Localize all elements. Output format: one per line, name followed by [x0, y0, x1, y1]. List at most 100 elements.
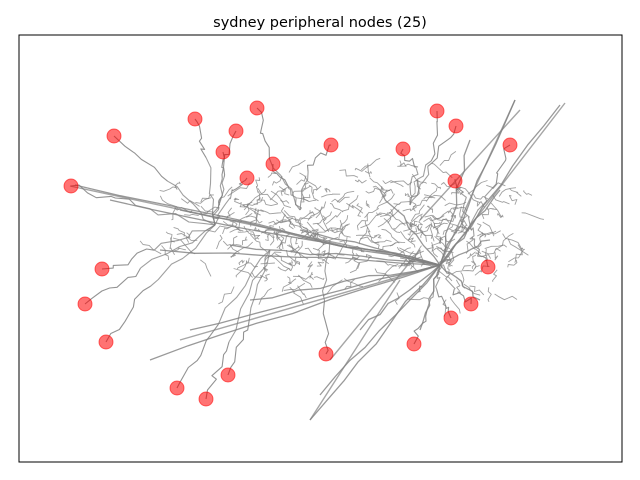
branch-road: [228, 249, 271, 343]
road-segment: [264, 273, 270, 282]
road-segment: [289, 260, 294, 272]
road-segment: [307, 261, 314, 273]
road-segment: [345, 256, 359, 264]
road-segment: [237, 229, 251, 233]
road-segment: [297, 285, 307, 299]
road-segment: [411, 179, 419, 198]
branch-road: [248, 249, 271, 320]
road-segment: [463, 283, 481, 296]
road-segment: [477, 223, 487, 238]
road-segment: [360, 157, 381, 171]
road-segment: [321, 254, 345, 262]
arterial-road: [229, 244, 441, 266]
network-edges: [69, 99, 566, 421]
peripheral-node-1: [63, 178, 79, 194]
peripheral-node-5: [228, 123, 244, 139]
road-segment: [400, 230, 416, 248]
road-segment: [482, 221, 495, 237]
road-segment: [466, 251, 476, 259]
road-segment: [174, 181, 181, 190]
road-segment: [292, 275, 314, 280]
road-segment: [418, 214, 423, 226]
road-segment: [407, 227, 418, 236]
road-segment: [388, 211, 406, 226]
road-segment: [449, 210, 457, 219]
peripheral-node-8: [265, 156, 281, 172]
road-segment: [304, 247, 322, 257]
road-segment: [425, 187, 438, 202]
road-segment: [269, 234, 275, 246]
road-segment: [354, 166, 369, 172]
road-segment: [394, 292, 400, 305]
road-segment: [425, 222, 448, 229]
chart-title: sydney peripheral nodes (25): [213, 15, 427, 31]
road-segment: [336, 190, 355, 203]
road-segment: [492, 269, 498, 282]
arterial-road: [149, 264, 441, 361]
road-segment: [169, 237, 175, 256]
highway-link: [179, 264, 441, 341]
road-segment: [497, 213, 504, 219]
road-segment: [313, 230, 319, 238]
road-segment: [300, 210, 311, 220]
road-segment: [426, 241, 441, 250]
branch-road: [105, 285, 151, 343]
road-segment: [257, 187, 279, 205]
peripheral-node-14: [447, 173, 463, 189]
road-segment: [451, 265, 471, 275]
road-segment: [358, 226, 369, 245]
road-segment: [249, 207, 264, 213]
road-segment: [369, 177, 391, 191]
peripheral-node-2: [106, 128, 122, 144]
arterial-road: [359, 264, 441, 331]
road-segment: [281, 278, 297, 292]
road-segment: [406, 297, 429, 301]
road-segment: [307, 207, 323, 221]
road-segment: [286, 217, 309, 232]
road-segment: [297, 274, 313, 288]
branch-road: [409, 166, 430, 206]
branch-road: [217, 249, 271, 325]
arterial-road: [319, 264, 441, 396]
road-segment: [255, 177, 261, 188]
road-segment: [498, 187, 517, 197]
road-segment: [409, 223, 418, 227]
road-segment: [258, 287, 272, 305]
road-segment: [365, 187, 382, 194]
road-segment: [283, 282, 306, 291]
peripheral-node-13: [502, 137, 518, 153]
road-segment: [459, 186, 481, 204]
road-segment: [331, 196, 350, 203]
branch-road: [214, 189, 233, 226]
road-segment: [514, 248, 523, 263]
road-segment: [269, 254, 291, 270]
highway-link: [419, 109, 521, 221]
branch-road: [435, 264, 443, 290]
road-segment: [507, 238, 529, 256]
peripheral-node-4: [249, 100, 265, 116]
road-segment: [431, 242, 439, 258]
road-segment: [322, 215, 330, 233]
road-segment: [241, 204, 261, 216]
branch-road: [469, 188, 493, 226]
road-segment: [431, 182, 441, 190]
road-segment: [286, 244, 302, 258]
branch-road: [140, 224, 216, 269]
branch-road: [439, 264, 456, 290]
peripheral-node-12: [448, 118, 464, 134]
branch-road: [460, 192, 471, 226]
peripheral-node-19: [318, 346, 334, 362]
road-segment: [260, 209, 282, 215]
peripheral-node-6: [215, 144, 231, 160]
road-segment: [494, 233, 514, 251]
road-segment: [439, 151, 457, 166]
road-segment: [253, 197, 261, 205]
road-segment: [356, 203, 363, 217]
road-segment: [376, 212, 387, 216]
road-segment: [287, 276, 292, 285]
road-segment: [324, 187, 331, 193]
road-segment: [245, 203, 250, 215]
highway-link: [329, 249, 421, 361]
road-segment: [502, 233, 522, 250]
